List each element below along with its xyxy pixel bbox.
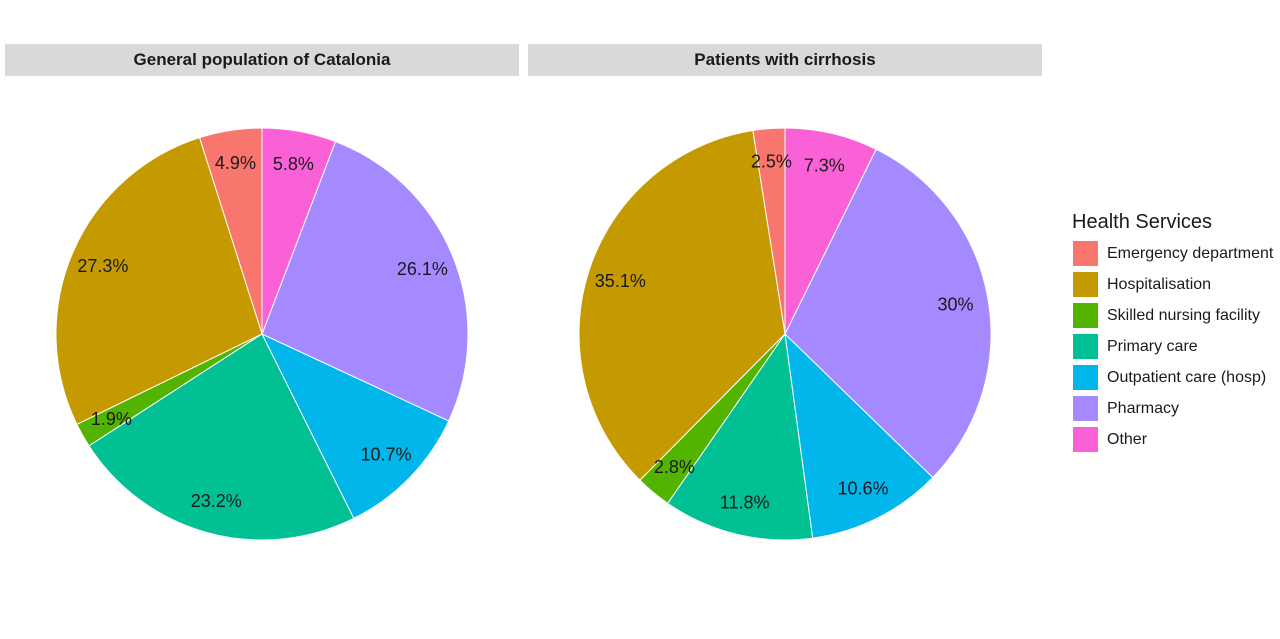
- slice-percent-label: 4.9%: [215, 153, 256, 173]
- legend-key-swatch: [1072, 333, 1099, 360]
- legend: Health Services Emergency department Hosp…: [1072, 211, 1273, 455]
- legend-item: Hospitalisation: [1072, 269, 1273, 300]
- legend-label: Other: [1107, 430, 1148, 448]
- legend-key-swatch: [1072, 240, 1099, 267]
- legend-key-swatch: [1072, 426, 1099, 453]
- legend-item: Pharmacy: [1072, 393, 1273, 424]
- pie-slice-hospitalisation: [578, 129, 786, 481]
- legend-label: Skilled nursing facility: [1107, 306, 1260, 324]
- legend-item: Primary care: [1072, 331, 1273, 362]
- slice-percent-label: 26.1%: [397, 259, 448, 279]
- slice-percent-label: 2.5%: [751, 151, 792, 171]
- slice-percent-label: 5.8%: [273, 154, 314, 174]
- pie-slice-pharmacy: [784, 148, 992, 479]
- pie-slice-other: [784, 127, 877, 335]
- slice-percent-label: 1.9%: [91, 409, 132, 429]
- slice-percent-label: 35.1%: [595, 271, 646, 291]
- legend-item: Emergency department: [1072, 238, 1273, 269]
- legend-key-swatch: [1072, 364, 1099, 391]
- legend-item: Other: [1072, 424, 1273, 455]
- pie-general-population: 4.9% 27.3% 1.9% 23.2% 10.7% 26.1% 5.8%: [55, 127, 469, 541]
- legend-label: Emergency department: [1107, 244, 1274, 262]
- slice-percent-label: 10.7%: [360, 445, 411, 465]
- slice-percent-label: 23.2%: [191, 491, 242, 511]
- legend-item: Skilled nursing facility: [1072, 300, 1273, 331]
- pie-slice-primary-care: [667, 332, 814, 541]
- pie-slice-outpatient-care-hosp: [260, 332, 450, 520]
- legend-label: Primary care: [1107, 337, 1198, 355]
- pie-cirrhosis-patients: 2.5% 35.1% 2.8% 11.8% 10.6% 30% 7.3%: [578, 127, 992, 541]
- legend-title: Health Services: [1072, 211, 1213, 233]
- panel-title-general-population: General population of Catalonia: [5, 44, 519, 76]
- slice-percent-label: 2.8%: [654, 457, 695, 477]
- slice-percent-label: 27.3%: [77, 256, 128, 276]
- slice-percent-label: 30%: [937, 295, 973, 315]
- legend-key-swatch: [1072, 271, 1099, 298]
- panel-title-cirrhosis-patients: Patients with cirrhosis: [528, 44, 1042, 76]
- legend-item: Outpatient care (hosp): [1072, 362, 1273, 393]
- slice-percent-label: 11.8%: [720, 492, 770, 512]
- legend-key-swatch: [1072, 302, 1099, 329]
- pie-slice-pharmacy: [261, 140, 469, 422]
- pie-slice-outpatient-care-hosp: [784, 332, 934, 539]
- legend-key-swatch: [1072, 395, 1099, 422]
- legend-label: Pharmacy: [1107, 399, 1180, 417]
- legend-label: Outpatient care (hosp): [1107, 368, 1267, 386]
- pie-slice-hospitalisation: [55, 137, 263, 426]
- pie-slice-other: [261, 127, 337, 335]
- legend-label: Hospitalisation: [1107, 275, 1212, 293]
- slice-percent-label: 7.3%: [804, 155, 845, 175]
- slice-percent-label: 10.6%: [837, 478, 888, 498]
